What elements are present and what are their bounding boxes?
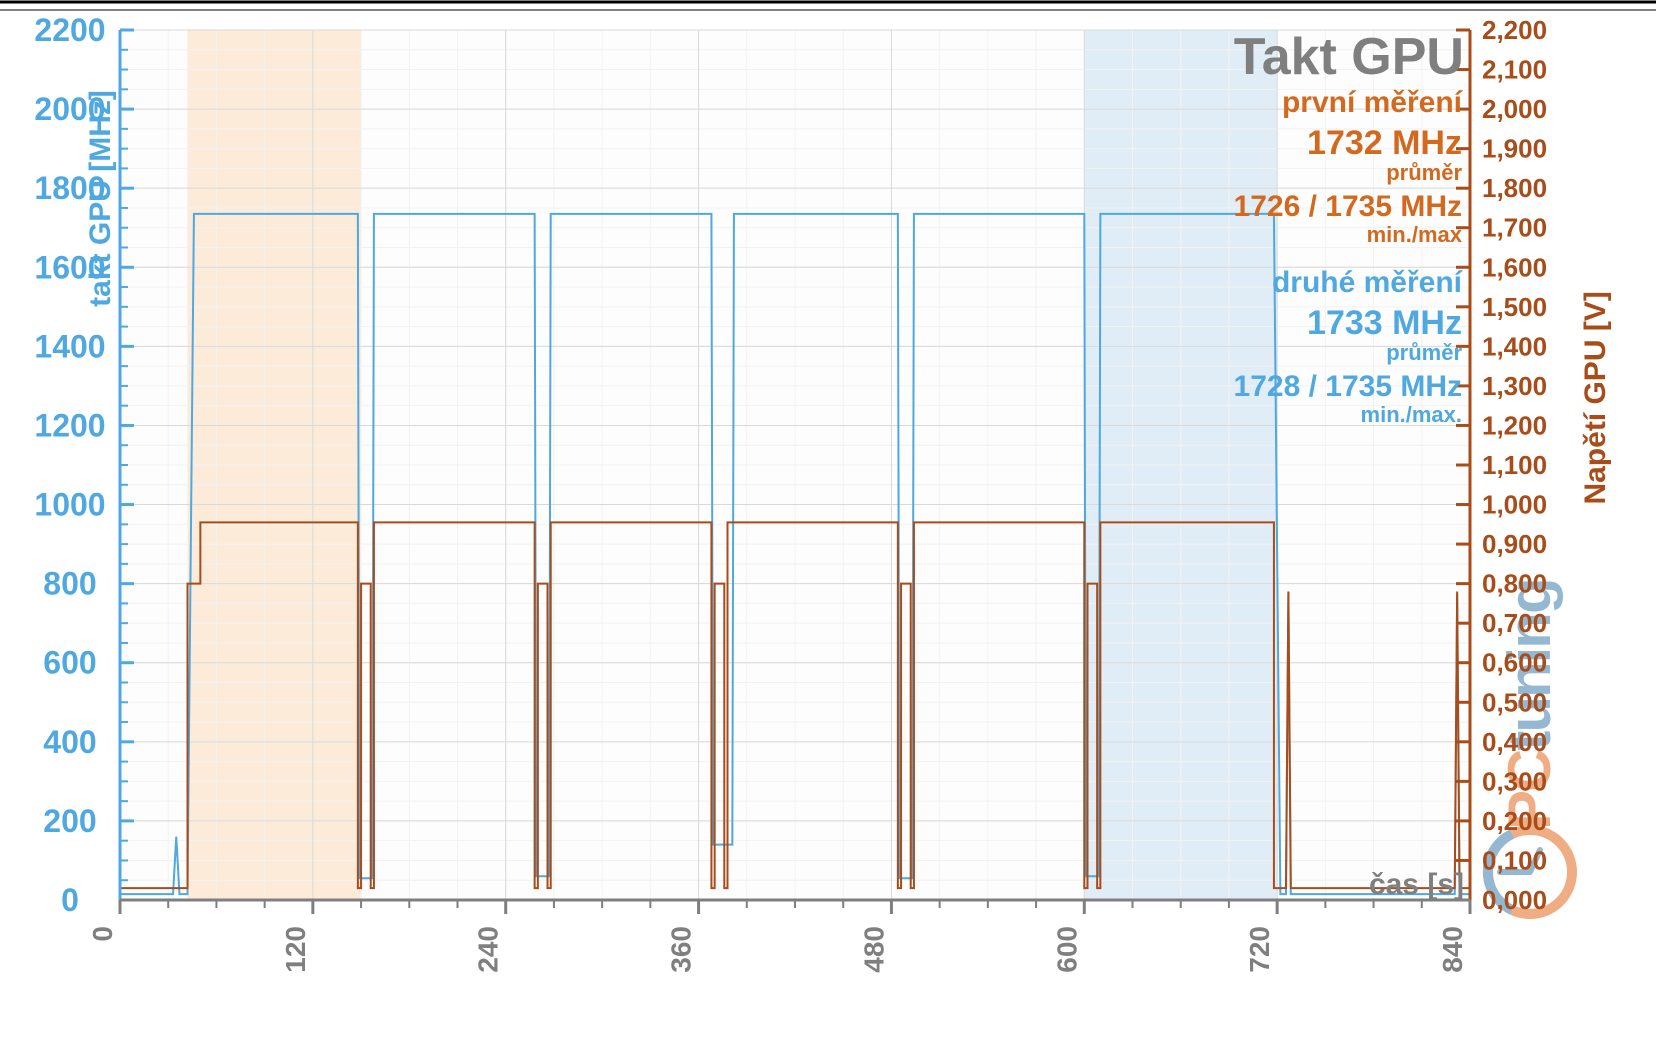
y2-tick-label: 1,200: [1482, 410, 1547, 440]
y2-tick-label: 0,700: [1482, 608, 1547, 638]
x-tick-label: 480: [858, 926, 889, 973]
annotation-range: 1726 / 1735 MHz: [1234, 190, 1462, 223]
y2-tick-label: 1,800: [1482, 173, 1547, 203]
x-tick-label: 840: [1437, 926, 1468, 973]
y1-tick-label: 1200: [34, 407, 105, 443]
x-tick-label: 360: [666, 926, 697, 973]
y2-tick-label: 0,100: [1482, 845, 1547, 875]
y2-tick-label: 1,600: [1482, 252, 1547, 282]
y2-tick-label: 0,600: [1482, 648, 1547, 678]
y2-tick-label: 1,500: [1482, 292, 1547, 322]
y1-tick-label: 200: [43, 803, 96, 839]
x-tick-label: 240: [473, 926, 504, 973]
annotation-range: 1728 / 1735 MHz: [1234, 370, 1462, 403]
annotation-sub: min./max: [1367, 222, 1463, 247]
x-tick-label: 0: [87, 926, 118, 942]
annotation-value: 1732 MHz: [1307, 124, 1462, 162]
x-tick-label: 120: [280, 926, 311, 973]
y1-tick-label: 600: [43, 645, 96, 681]
chart-container: PCtuning02004006008001000120014001600180…: [0, 0, 1656, 1044]
y2-tick-label: 0,800: [1482, 569, 1547, 599]
y2-tick-label: 0,500: [1482, 687, 1547, 717]
y1-tick-label: 0: [61, 882, 79, 918]
y1-tick-label: 2200: [34, 12, 105, 48]
y2-tick-label: 1,900: [1482, 134, 1547, 164]
y1-axis-label: takt GPU [MHz]: [84, 90, 117, 307]
y2-tick-label: 0,000: [1482, 885, 1547, 915]
annotation-heading: druhé měření: [1272, 266, 1464, 299]
y2-tick-label: 2,000: [1482, 94, 1547, 124]
y1-tick-label: 1000: [34, 487, 105, 523]
chart-title: Takt GPU: [1234, 28, 1464, 86]
y2-axis-label: Napětí GPU [V]: [1579, 291, 1612, 504]
annotation-sub: průměr: [1386, 160, 1462, 185]
x-axis-label: čas [s]: [1369, 868, 1464, 901]
y1-tick-label: 400: [43, 724, 96, 760]
y2-tick-label: 0,300: [1482, 766, 1547, 796]
y2-tick-label: 0,400: [1482, 727, 1547, 757]
x-tick-label: 720: [1244, 926, 1275, 973]
annotation-sub: průměr: [1386, 340, 1462, 365]
y2-tick-label: 2,200: [1482, 15, 1547, 45]
y2-tick-label: 1,300: [1482, 371, 1547, 401]
y2-tick-label: 0,200: [1482, 806, 1547, 836]
y2-tick-label: 2,100: [1482, 55, 1547, 85]
y2-tick-label: 1,700: [1482, 213, 1547, 243]
gpu-clock-chart: PCtuning02004006008001000120014001600180…: [0, 0, 1656, 1044]
y1-tick-label: 1400: [34, 328, 105, 364]
y2-tick-label: 1,000: [1482, 490, 1547, 520]
y2-tick-label: 0,900: [1482, 529, 1547, 559]
y2-tick-label: 1,400: [1482, 331, 1547, 361]
y2-tick-label: 1,100: [1482, 450, 1547, 480]
annotation-sub: min./max.: [1361, 402, 1462, 427]
annotation-value: 1733 MHz: [1307, 304, 1462, 342]
annotation-heading: první měření: [1282, 86, 1464, 119]
x-tick-label: 600: [1051, 926, 1082, 973]
y1-tick-label: 800: [43, 566, 96, 602]
